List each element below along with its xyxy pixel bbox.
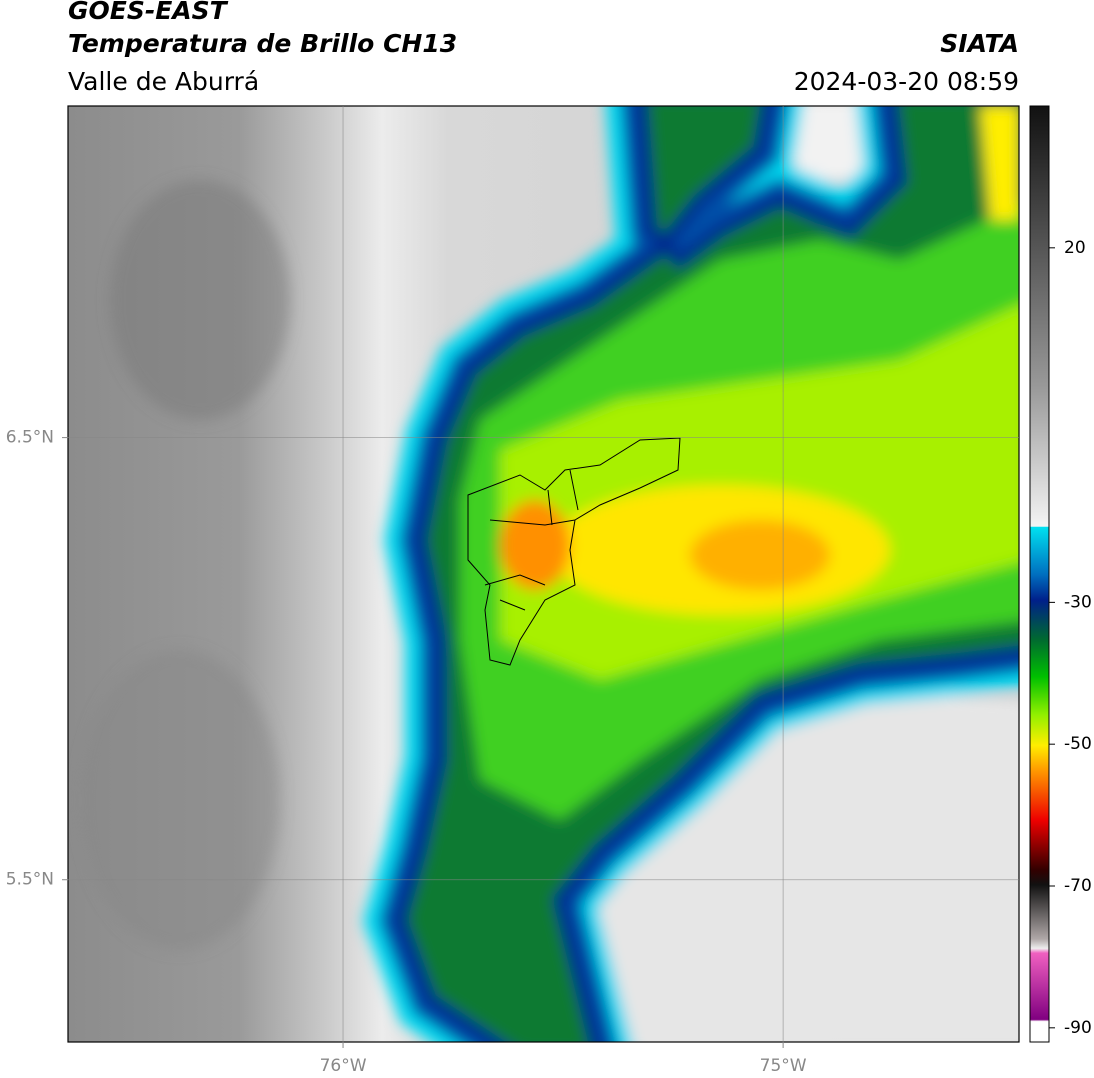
- valley-boundary: [467, 437, 681, 666]
- title: GOES-EAST: [68, 0, 229, 25]
- region: Valle de Aburrá: [68, 67, 259, 96]
- colorbar-tick-label: 20: [1064, 238, 1086, 258]
- source: SIATA: [940, 29, 1019, 58]
- x-tick-label: 75°W: [760, 1056, 807, 1076]
- y-tick-label: 5.5°N: [6, 870, 54, 890]
- colorbar-tick-label: -90: [1064, 1018, 1092, 1038]
- map-frame: [67, 105, 1020, 1043]
- colorbar-tick-label: -50: [1064, 734, 1092, 754]
- colorbar: [1029, 105, 1050, 1043]
- colorbar-tick-label: -70: [1064, 876, 1092, 896]
- y-tick-label: 6.5°N: [6, 428, 54, 448]
- x-tick-label: 76°W: [320, 1056, 367, 1076]
- timestamp: 2024-03-20 08:59: [794, 67, 1019, 96]
- colorbar-tick-label: -30: [1064, 592, 1092, 612]
- satellite-image: [68, 106, 1019, 1042]
- subtitle: Temperatura de Brillo CH13: [68, 29, 457, 58]
